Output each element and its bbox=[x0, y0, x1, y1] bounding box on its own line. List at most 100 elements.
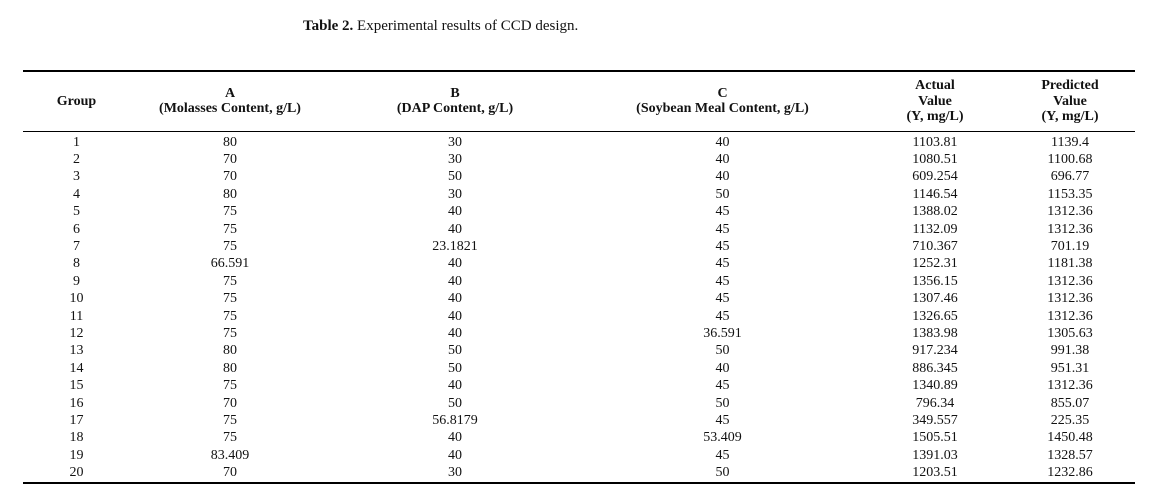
ccd-results-table: Group A (Molasses Content, g/L) B (DAP Conte… bbox=[23, 70, 1135, 484]
table-cell: 991.38 bbox=[1050, 343, 1090, 359]
table-cell: 886.345 bbox=[912, 360, 958, 376]
table-cell: 1312.36 bbox=[1047, 273, 1093, 289]
table-cell: 20 bbox=[69, 465, 84, 481]
column-header-soybean: C (Soybean Meal Content, g/L) bbox=[636, 85, 809, 117]
table-cell: 1103.81 bbox=[912, 134, 958, 150]
table-cell: 1312.36 bbox=[1047, 291, 1093, 307]
table-row: 13 80 50 50 917.234 991.38 bbox=[23, 342, 1135, 359]
table-cell: 951.31 bbox=[1050, 360, 1090, 376]
table-cell: 11 bbox=[69, 308, 84, 324]
table-row: 4 80 30 50 1146.54 1153.35 bbox=[23, 186, 1135, 203]
column-header-molasses: A (Molasses Content, g/L) bbox=[159, 85, 301, 117]
table-cell: 1312.36 bbox=[1047, 204, 1093, 220]
table-cell: 5 bbox=[73, 204, 80, 220]
table-row: 2 70 30 40 1080.51 1100.68 bbox=[23, 151, 1135, 168]
table-cell: 40 bbox=[715, 169, 730, 185]
table-cell: 75 bbox=[223, 238, 237, 254]
table-cell: 50 bbox=[715, 395, 730, 411]
table-cell: 45 bbox=[715, 256, 730, 272]
table-cell: 50 bbox=[715, 343, 730, 359]
table-cell: 45 bbox=[715, 308, 730, 324]
table-cell: 45 bbox=[715, 291, 730, 307]
table-cell: 7 bbox=[73, 238, 80, 254]
column-header-predicted-value: Predicted Value (Y, mg/L) bbox=[1041, 78, 1099, 124]
table-cell: 56.8179 bbox=[432, 413, 478, 428]
table-cell: 1232.86 bbox=[1047, 465, 1093, 481]
table-cell: 80 bbox=[223, 360, 237, 376]
column-header-group: Group bbox=[56, 93, 97, 109]
table-cell: 50 bbox=[448, 343, 462, 359]
table-cell: 14 bbox=[69, 360, 84, 376]
table-cell: 50 bbox=[448, 395, 462, 411]
table-cell: 40 bbox=[448, 204, 462, 220]
table-cell: 1305.63 bbox=[1047, 325, 1093, 341]
table-cell: 917.234 bbox=[912, 343, 958, 359]
table-cell: 9 bbox=[73, 273, 80, 289]
table-cell: 13 bbox=[69, 343, 84, 359]
table-cell: 1450.48 bbox=[1047, 430, 1093, 446]
table-cell: 1139.4 bbox=[1051, 134, 1089, 150]
table-cell: 75 bbox=[223, 204, 237, 220]
table-cell: 40 bbox=[715, 151, 730, 167]
table-cell: 70 bbox=[223, 465, 237, 481]
table-row: 15 75 40 45 1340.89 1312.36 bbox=[23, 377, 1135, 394]
table-body: 1 80 30 40 1103.81 1139.4 2 70 30 40 1080.51 1100.6… bbox=[23, 131, 1135, 483]
table-cell: 16 bbox=[69, 395, 84, 411]
table-cell: 40 bbox=[448, 447, 462, 463]
table-row: 18 75 40 53.409 1505.51 1450.48 bbox=[23, 429, 1135, 446]
table-cell: 30 bbox=[448, 465, 462, 481]
table-cell: 40 bbox=[448, 221, 462, 237]
table-row: 14 80 50 40 886.345 951.31 bbox=[23, 360, 1135, 377]
table-cell: 80 bbox=[223, 134, 237, 150]
table-cell: 4 bbox=[73, 186, 80, 202]
table-cell: 1307.46 bbox=[912, 291, 958, 307]
table-cell: 70 bbox=[223, 395, 237, 411]
table-cell: 70 bbox=[223, 151, 237, 167]
table-cell: 83.409 bbox=[210, 447, 250, 463]
table-cell: 1153.35 bbox=[1047, 186, 1093, 202]
table-cell: 2 bbox=[73, 151, 80, 167]
table-cell: 1391.03 bbox=[912, 447, 958, 463]
table-cell: 1252.31 bbox=[912, 256, 958, 272]
table-cell: 1388.02 bbox=[912, 204, 958, 220]
table-cell: 30 bbox=[448, 151, 462, 167]
table-cell: 6 bbox=[73, 221, 80, 237]
table-cell: 1203.51 bbox=[912, 465, 958, 481]
column-header-actual-value: Actual Value (Y, mg/L) bbox=[906, 78, 964, 124]
table-cell: 45 bbox=[715, 378, 730, 394]
table-cell: 50 bbox=[715, 186, 730, 202]
table-cell: 1328.57 bbox=[1047, 447, 1093, 463]
column-header-dap: B (DAP Content, g/L) bbox=[396, 85, 514, 117]
table-cell: 18 bbox=[69, 430, 84, 446]
table-cell: 225.35 bbox=[1050, 413, 1090, 428]
table-caption-label: Table 2. bbox=[303, 18, 354, 34]
table-cell: 40 bbox=[448, 273, 462, 289]
table-cell: 701.19 bbox=[1050, 238, 1090, 254]
table-cell: 80 bbox=[223, 186, 237, 202]
table-cell: 796.34 bbox=[915, 395, 955, 411]
table-cell: 40 bbox=[715, 360, 730, 376]
table-cell: 1312.36 bbox=[1047, 308, 1093, 324]
table-cell: 45 bbox=[715, 221, 730, 237]
table-cell: 50 bbox=[448, 169, 462, 185]
table-cell: 10 bbox=[69, 291, 84, 307]
table-cell: 40 bbox=[448, 308, 462, 324]
table-cell: 40 bbox=[448, 291, 462, 307]
table-cell: 75 bbox=[223, 273, 237, 289]
table-cell: 53.409 bbox=[703, 430, 742, 446]
table-row: 11 75 40 45 1326.65 1312.36 bbox=[23, 308, 1135, 325]
table-cell: 1383.98 bbox=[912, 325, 958, 341]
table-cell: 50 bbox=[448, 360, 462, 376]
table-cell: 1356.15 bbox=[912, 273, 958, 289]
table-cell: 15 bbox=[69, 378, 84, 394]
table-cell: 45 bbox=[715, 273, 730, 289]
table-cell: 855.07 bbox=[1050, 395, 1090, 411]
table-cell: 75 bbox=[223, 413, 237, 428]
table-cell: 45 bbox=[715, 413, 730, 428]
table-cell: 1100.68 bbox=[1047, 151, 1093, 167]
table-cell: 75 bbox=[223, 308, 237, 324]
table-cell: 696.77 bbox=[1050, 169, 1090, 185]
table-row: 3 70 50 40 609.254 696.77 bbox=[23, 168, 1135, 185]
table-cell: 12 bbox=[69, 325, 84, 341]
table-cell: 1132.09 bbox=[912, 221, 958, 237]
